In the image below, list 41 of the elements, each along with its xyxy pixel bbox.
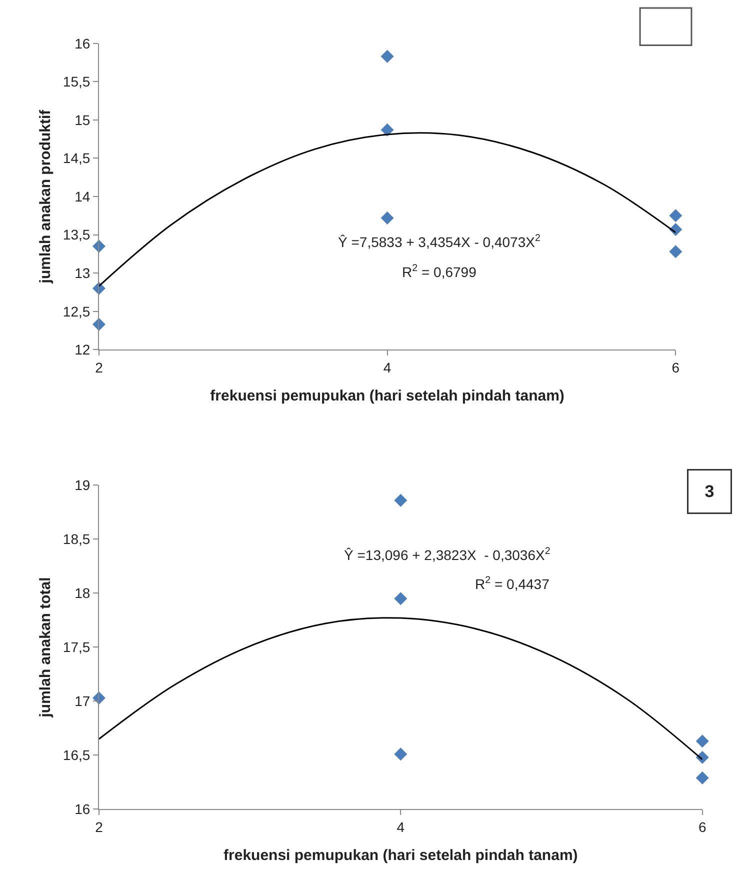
y-axis-title: jumlah anakan produktif: [37, 108, 54, 284]
point: [394, 494, 408, 507]
x-axis-title: frekuensi pemupukan (hari setelah pindah tanam): [210, 388, 564, 404]
y-tick-label: 15,5: [62, 74, 90, 90]
y-tick-label: 15: [74, 112, 90, 128]
x-tick-label: 2: [95, 360, 104, 376]
y-tick-label: 13,5: [62, 226, 90, 243]
annotation: R$^{2}$ = 0,4437: [475, 575, 550, 592]
point: [380, 50, 394, 63]
y-tick-label: 18,5: [62, 531, 90, 548]
y-tick-label: 14: [74, 188, 90, 204]
annotation: Ŷ =7,5833 + 3,4354X - 0,4073X$^{2}$: [338, 233, 540, 250]
x-axis-title: frekuensi pemupukan (hari setelah pindah tanam): [224, 847, 578, 864]
point: [669, 245, 682, 258]
x-tick-label: 2: [95, 819, 104, 836]
y-tick-label: 14,5: [62, 150, 90, 166]
point: [380, 211, 394, 224]
x-tick-label: 6: [672, 360, 680, 376]
y-tick-label: 18: [74, 585, 90, 602]
y-tick-label: 19: [74, 477, 90, 494]
point: [669, 209, 682, 222]
point: [380, 123, 394, 136]
point: [696, 734, 709, 748]
y-tick-label: 12: [74, 342, 90, 358]
x-tick-label: 4: [396, 819, 405, 836]
x-tick-label: 4: [383, 360, 392, 376]
y-tick-label: 16: [74, 35, 90, 52]
x-tick-label: 6: [698, 819, 706, 836]
annotation: R$^{2}$ = 0,6799: [402, 263, 477, 280]
y-tick-label: 17: [74, 693, 90, 710]
y-tick-label: 12,5: [62, 303, 90, 320]
annotation: Ŷ =13,096 + 2,3823X - 0,3036X$^{2}$: [344, 546, 550, 563]
text: 3: [704, 482, 714, 501]
y-tick-label: 17,5: [62, 639, 90, 656]
point: [696, 771, 709, 784]
y-tick-label: 13: [74, 265, 90, 282]
point: [394, 748, 408, 761]
y-axis-title: jumlah anakan total: [37, 577, 54, 718]
point: [394, 592, 408, 606]
y-tick-label: 16: [74, 801, 90, 818]
y-tick-label: 16,5: [62, 747, 90, 764]
